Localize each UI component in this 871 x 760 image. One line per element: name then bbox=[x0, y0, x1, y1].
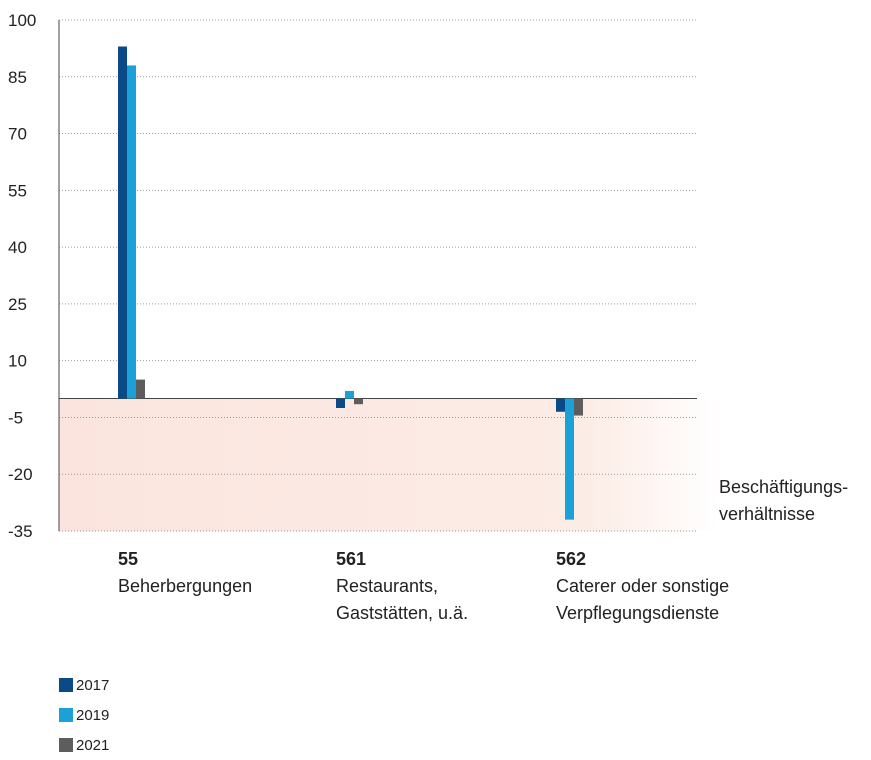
y-tick-label: 100 bbox=[8, 11, 36, 30]
bar-chart: 100 85 70 55 40 25 10 -5 -20 -35 bbox=[8, 11, 719, 541]
category-label: 55 Beherbergungen bbox=[118, 546, 252, 600]
legend-item: 2017 bbox=[59, 670, 109, 700]
bar-2019-55 bbox=[127, 65, 136, 399]
legend-label: 2019 bbox=[76, 706, 110, 724]
y-tick-label: 25 bbox=[8, 295, 27, 314]
legend-item: 2021 bbox=[59, 730, 109, 760]
legend-swatch bbox=[59, 738, 73, 752]
bar-2017-55 bbox=[118, 46, 127, 399]
y-tick-label: 10 bbox=[8, 352, 27, 371]
bar-2021-55 bbox=[136, 379, 145, 399]
category-name: Restaurants, Gaststätten, u.ä. bbox=[336, 576, 469, 623]
bar-2017-562 bbox=[556, 398, 565, 412]
y-tick-label: -5 bbox=[8, 408, 23, 427]
y-tick-label: -20 bbox=[8, 465, 33, 484]
category-code: 55 bbox=[118, 549, 139, 569]
category-code: 562 bbox=[556, 549, 587, 569]
category-label: 562 Caterer oder sonstige Verpflegungsdie… bbox=[556, 546, 729, 627]
bar-2017-561 bbox=[336, 398, 345, 408]
legend-item: 2019 bbox=[59, 700, 109, 730]
y-tick-label: 55 bbox=[8, 181, 27, 200]
category-code: 561 bbox=[336, 549, 367, 569]
negative-zone bbox=[59, 398, 719, 531]
legend-swatch bbox=[59, 708, 73, 722]
category-name: Caterer oder sonstige Verpflegungsdienst… bbox=[556, 576, 730, 623]
legend: 2017 2019 2021 bbox=[59, 670, 109, 760]
category-label: 561 Restaurants, Gaststätten, u.ä. bbox=[336, 546, 468, 627]
y-tick-label: 40 bbox=[8, 238, 27, 257]
category-name: Beherbergungen bbox=[118, 576, 253, 596]
y-tick-label: -35 bbox=[8, 522, 33, 541]
legend-label: 2021 bbox=[76, 736, 110, 754]
bar-2021-562 bbox=[574, 398, 583, 416]
y-tick-label: 85 bbox=[8, 68, 27, 87]
bar-2021-561 bbox=[354, 398, 363, 405]
legend-label: 2017 bbox=[76, 676, 110, 694]
y-tick-label: 70 bbox=[8, 125, 27, 144]
bar-2019-561 bbox=[345, 390, 354, 399]
legend-swatch bbox=[59, 678, 73, 692]
bar-2019-562 bbox=[565, 398, 574, 520]
side-axis-label: Beschäftigungs- verhältnisse bbox=[719, 477, 849, 524]
